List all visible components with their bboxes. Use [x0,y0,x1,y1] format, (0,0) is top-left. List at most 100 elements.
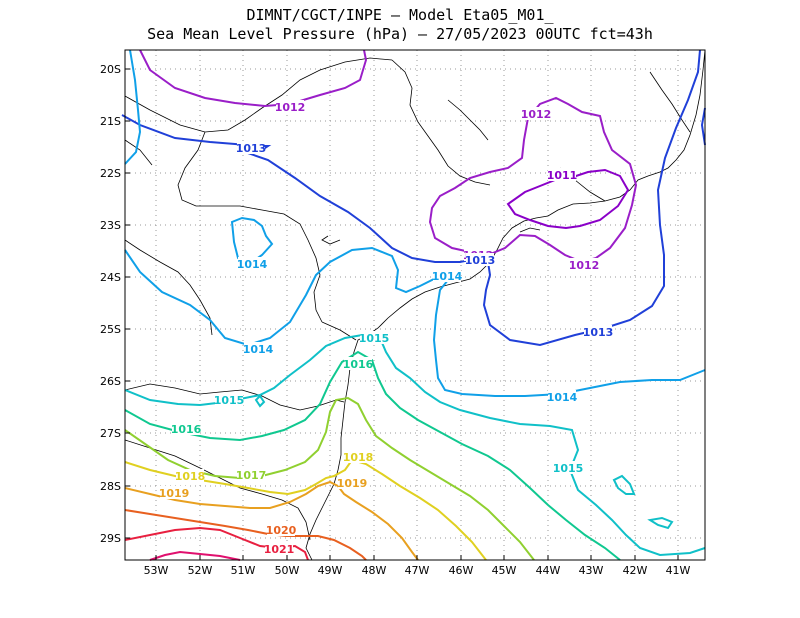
state-border [391,59,491,186]
contour-label-background [570,258,598,271]
contour-label-background [554,461,582,474]
contour-label-background [338,476,366,489]
contour-label: 1011 [547,169,578,182]
contour-label-background [466,253,494,266]
contour-label-background [238,257,266,270]
lat-tick-label: 26S [100,375,121,388]
contour-label-background [344,450,372,463]
contour-label: 1020 [266,524,297,537]
lat-tick-label: 21S [100,115,121,128]
state-border [447,99,489,141]
contour-label-background [160,486,188,499]
lon-tick-label: 48W [362,564,387,577]
contour-label: 1014 [237,258,268,271]
lat-tick-label: 29S [100,532,121,545]
contour-label: 1015 [359,332,390,345]
contour-label-background [276,100,304,113]
state-border [124,439,311,541]
contour-label: 1015 [553,462,584,475]
state-border [124,139,153,166]
contour-label-background [172,422,200,435]
isobar-1015-loop2 [647,516,674,530]
contour-label: 1014 [432,270,463,283]
contour-label: 1014 [547,391,578,404]
contour-label-background [176,469,204,482]
contour-label-background [237,141,265,154]
isobar-1015 [124,332,706,557]
contour-label: 1021 [264,543,295,556]
isobar-1012-top [139,49,368,108]
contour-label-background [522,107,550,120]
lat-tick-label: 28S [100,480,121,493]
contour-label-background [215,393,243,406]
contour-label: 1018 [343,451,374,464]
chart-title-line-2: Sea Mean Level Pressure (hPa) – 27/05/20… [147,25,653,43]
contour-label: 1016 [343,358,374,371]
state-border [124,383,345,411]
lat-tick-label: 23S [100,219,121,232]
coastline [305,49,706,561]
contour-label: 1013 [236,142,267,155]
contour-label-background [433,269,461,282]
contour-label-background [548,168,576,181]
lon-tick-label: 41W [666,564,691,577]
isobar-1015-loop1 [612,474,636,495]
contour-label: 1012 [569,259,600,272]
isobar-1015-small [254,394,266,408]
isobar-1016 [124,350,621,561]
contour-label-background [344,357,372,370]
lon-tick-label: 44W [536,564,561,577]
contour-label: 1015 [214,394,245,407]
longitude-tick-labels: 53W 52W 51W 50W 49W 48W 47W 46W 45W 44W 43W 42W 41W [144,555,691,577]
isobars [121,49,706,561]
lon-tick-label: 50W [275,564,300,577]
state-border [124,57,393,133]
isobar-1012-east [428,96,638,264]
contour-label-background [265,542,293,555]
isobar-1021 [124,526,309,561]
contour-label-background [548,390,576,403]
isobar-1014-loop [230,216,274,264]
isobar-1014 [124,49,142,165]
isobar-1014-main [124,246,706,397]
contour-label: 1018 [175,470,206,483]
isobar-1011 [506,168,630,230]
state-border [177,131,323,323]
isobar-1022 [149,550,241,561]
lon-tick-label: 43W [579,564,604,577]
contour-labels: 1012101210111012101210131013101310141014… [159,100,614,556]
isobar-1013-east-edge [700,107,706,146]
lon-tick-label: 42W [623,564,648,577]
contour-label: 1013 [583,326,614,339]
lon-tick-label: 52W [188,564,213,577]
map-frame [124,49,706,561]
lat-tick-label: 20S [100,63,121,76]
contour-label-background [360,331,388,344]
isobar-1017 [124,396,535,561]
coastline-and-borders [124,49,706,561]
chart-title-line-1: DIMNT/CGCT/INPE – Model Eta05_M01_ [246,6,554,24]
contour-label: 1014 [243,343,274,356]
latitude-tick-labels: 20S 21S 22S 23S 24S 25S 26S 27S 28S 29S [100,63,130,545]
contour-label: 1012 [521,108,552,121]
isobar-1019 [124,480,419,561]
contour-label-background [237,468,265,481]
contour-label-background [267,523,295,536]
contour-label: 1017 [236,469,267,482]
lat-tick-label: 22S [100,167,121,180]
state-border [649,71,691,133]
lat-tick-label: 27S [100,427,121,440]
contour-label-background [584,325,612,338]
state-border [124,239,213,336]
contour-label: 1019 [337,477,368,490]
isobar-1018 [124,458,487,561]
lon-tick-label: 45W [492,564,517,577]
lon-tick-label: 53W [144,564,169,577]
state-border [519,227,541,233]
contour-label: 1012 [275,101,306,114]
lon-tick-label: 47W [405,564,430,577]
state-border [321,235,341,245]
contour-label: 1013 [465,254,496,267]
contour-label: 1019 [159,487,190,500]
